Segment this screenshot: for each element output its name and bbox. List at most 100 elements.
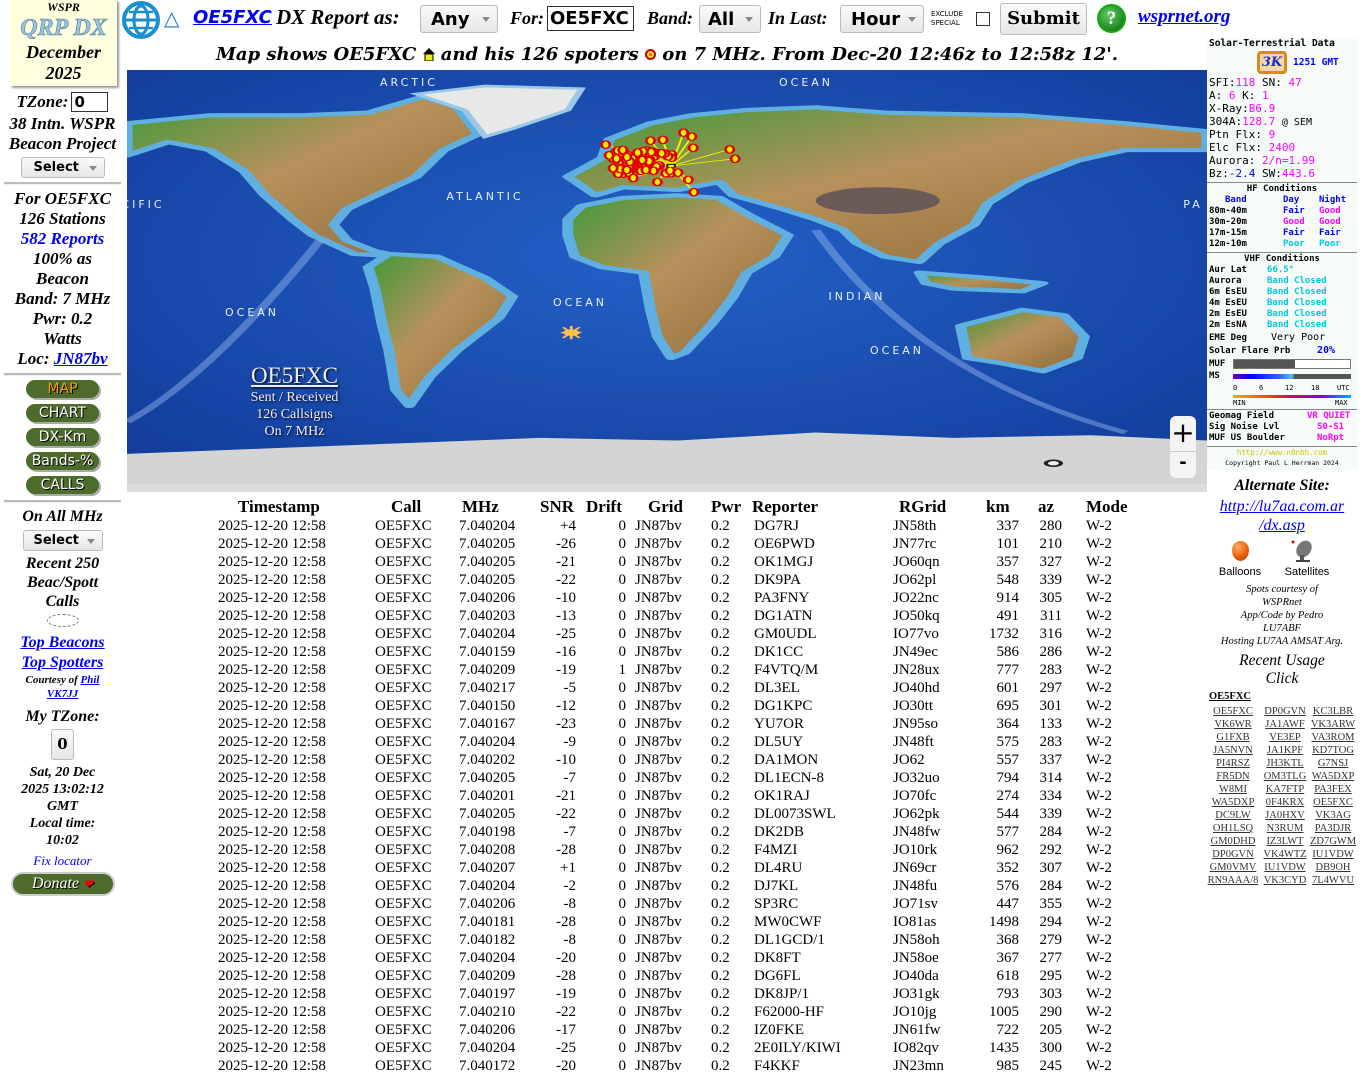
spotter-marker[interactable]	[632, 148, 644, 157]
usage-callsign-link[interactable]: VK3AG	[1315, 810, 1351, 821]
table-row[interactable]: 2025-12-20 12:58 OE5FXC 7.040205 -26 0 JN87bv…	[214, 535, 1124, 553]
usage-callsign-link[interactable]: 7L4WVU	[1312, 875, 1354, 886]
zoom-out-button[interactable]: -	[1179, 452, 1187, 473]
logo[interactable]: WSPR QRP DX December 2025	[10, 0, 117, 86]
exclude-special-checkbox[interactable]	[976, 12, 990, 26]
header-timestamp[interactable]: Timestamp	[238, 497, 320, 516]
balloon-icon[interactable]	[1232, 541, 1249, 561]
header-rgrid[interactable]: RGrid	[899, 497, 947, 516]
table-row[interactable]: 2025-12-20 12:58 OE5FXC 7.040209 -28 0 JN87bv…	[214, 967, 1124, 985]
table-row[interactable]: 2025-12-20 12:58 OE5FXC 7.040206 -8 0 JN87bv 0…	[214, 895, 1124, 913]
map-button[interactable]: MAP	[26, 380, 99, 398]
usage-callsign-link[interactable]: JH3KTL	[1266, 758, 1304, 769]
spotter-marker[interactable]	[678, 128, 690, 137]
speech-bubble-icon[interactable]	[46, 614, 79, 627]
usage-callsign-link[interactable]: PI4RSZ	[1216, 758, 1250, 769]
spotter-marker[interactable]	[687, 143, 699, 153]
header-reporter[interactable]: Reporter	[752, 497, 819, 516]
header-km[interactable]: km	[986, 497, 1010, 516]
calls-button[interactable]: CALLS	[26, 476, 99, 494]
spotter-marker[interactable]	[603, 151, 615, 160]
triangle-icon[interactable]: △	[164, 6, 180, 30]
donate-button[interactable]: Donate ❤	[10, 872, 115, 896]
usage-callsign-link[interactable]: RN9AAA/8	[1207, 875, 1259, 886]
usage-callsign-link[interactable]: W8MI	[1219, 784, 1247, 795]
table-row[interactable]: 2025-12-20 12:58 OE5FXC 7.040205 -22 0 JN87bv…	[214, 805, 1124, 823]
map-canvas[interactable]	[127, 70, 1207, 484]
spotter-marker[interactable]	[688, 187, 700, 197]
table-row[interactable]: 2025-12-20 12:58 OE5FXC 7.040207 +1 0 JN87bv 0…	[214, 859, 1124, 877]
spotter-marker[interactable]	[607, 163, 619, 173]
table-row[interactable]: 2025-12-20 12:58 OE5FXC 7.040181 -28 0 JN87bv…	[214, 913, 1124, 931]
spotter-marker[interactable]	[627, 173, 639, 183]
usage-callsign-link[interactable]: VA3ROM	[1311, 732, 1355, 743]
usage-callsign-link[interactable]: GM0DHD	[1210, 836, 1256, 847]
table-row[interactable]: 2025-12-20 12:58 OE5FXC 7.040205 -22 0 JN87bv…	[214, 571, 1124, 589]
table-row[interactable]: 2025-12-20 12:58 OE5FXC 7.040182 -8 0 JN87bv 0…	[214, 931, 1124, 949]
satellite-dish-icon[interactable]	[1290, 539, 1314, 563]
spotter-marker[interactable]	[644, 136, 656, 145]
in-last-select[interactable]: Hour	[840, 5, 924, 33]
table-row[interactable]: 2025-12-20 12:58 OE5FXC 7.040206 -10 0 JN87bv…	[214, 589, 1124, 607]
spotter-marker[interactable]	[651, 177, 663, 187]
header-az[interactable]: az	[1038, 497, 1055, 516]
globe-icon[interactable]	[120, 0, 162, 42]
usage-callsign-link[interactable]: PA3DJR	[1314, 823, 1352, 834]
usage-callsign-link[interactable]: VE3EP	[1269, 732, 1301, 743]
usage-callsign-link[interactable]: WA5DXP	[1211, 797, 1255, 808]
table-row[interactable]: 2025-12-20 12:58 OE5FXC 7.040167 -23 0 JN87bv…	[214, 715, 1124, 733]
usage-callsign-link[interactable]: IU1VDW	[1264, 862, 1306, 873]
spotter-marker[interactable]	[617, 145, 629, 155]
chart-button[interactable]: CHART	[26, 404, 99, 422]
locator-link[interactable]: JN87bv	[53, 349, 108, 368]
usage-callsign-link[interactable]: OM3TLG	[1263, 771, 1307, 782]
usage-callsign-link[interactable]: VK4WTZ	[1263, 849, 1307, 860]
table-row[interactable]: 2025-12-20 12:58 OE5FXC 7.040209 -19 1 JN87bv…	[214, 661, 1124, 679]
usage-callsign-link[interactable]: ZD7GWM	[1309, 836, 1357, 847]
usage-callsign-link[interactable]: G1FXB	[1216, 732, 1250, 743]
balloons-link[interactable]: Balloons	[1218, 566, 1262, 578]
usage-callsign-link[interactable]: JA5NVN	[1213, 745, 1253, 756]
zoom-in-button[interactable]: +	[1170, 416, 1196, 452]
spotter-marker[interactable]	[657, 135, 669, 145]
header-call[interactable]: Call	[391, 497, 422, 516]
help-icon[interactable]: ?	[1097, 4, 1126, 33]
header-drift[interactable]: Drift	[586, 497, 622, 516]
usage-callsign-link[interactable]: VK3ARW	[1310, 719, 1356, 730]
my-tzone-button[interactable]: 0	[51, 729, 74, 760]
usage-callsign-link[interactable]: JA1AWF	[1265, 719, 1305, 730]
report-as-select[interactable]: Any	[420, 5, 498, 33]
table-row[interactable]: 2025-12-20 12:58 OE5FXC 7.040150 -12 0 JN87bv…	[214, 697, 1124, 715]
table-row[interactable]: 2025-12-20 12:58 OE5FXC 7.040206 -17 0 JN87bv…	[214, 1021, 1124, 1039]
for-input[interactable]: OE5FXC	[547, 6, 634, 31]
band-select[interactable]: All	[699, 5, 761, 33]
usage-callsign-link[interactable]: JA0HXV	[1265, 810, 1305, 821]
callsign-link[interactable]: OE5FXC	[193, 7, 272, 28]
table-row[interactable]: 2025-12-20 12:58 OE5FXC 7.040204 -9 0 JN87bv 0…	[214, 733, 1124, 751]
wsprnet-link[interactable]: wsprnet.org	[1138, 6, 1231, 27]
table-row[interactable]: 2025-12-20 12:58 OE5FXC 7.040205 -21 0 JN87bv…	[214, 553, 1124, 571]
table-row[interactable]: 2025-12-20 12:58 OE5FXC 7.040210 -22 0 JN87bv…	[214, 1003, 1124, 1021]
spotter-marker[interactable]	[729, 154, 741, 164]
usage-callsign-link[interactable]: KD7TOG	[1312, 745, 1354, 756]
usage-callsign-link[interactable]: 0F4KRX	[1265, 797, 1305, 808]
header-grid[interactable]: Grid	[648, 497, 683, 516]
bands-pct-button[interactable]: Bands-%	[26, 452, 99, 470]
table-row[interactable]: 2025-12-20 12:58 OE5FXC 7.040204 +4 0 JN87bv 0…	[214, 517, 1124, 535]
usage-callsign-link[interactable]: KC3LBR	[1312, 706, 1354, 717]
usage-callsign-link[interactable]: IU1VDW	[1312, 849, 1354, 860]
usage-callsign-link[interactable]: DB9OH	[1315, 862, 1351, 873]
usage-callsign-link[interactable]: PA3FEX	[1314, 784, 1352, 795]
fix-locator-link[interactable]: Fix locator	[33, 853, 92, 868]
reports-link[interactable]: 582 Reports	[20, 229, 105, 248]
top-spotters-link[interactable]: Top Spotters	[21, 654, 104, 671]
spotter-marker[interactable]	[682, 175, 694, 185]
table-row[interactable]: 2025-12-20 12:58 OE5FXC 7.040198 -7 0 JN87bv 0…	[214, 823, 1124, 841]
table-row[interactable]: 2025-12-20 12:58 OE5FXC 7.040172 -20 0 JN87bv…	[214, 1057, 1124, 1075]
table-row[interactable]: 2025-12-20 12:58 OE5FXC 7.040159 -16 0 JN87bv…	[214, 643, 1124, 661]
usage-callsign-link[interactable]: FR5DN	[1216, 771, 1250, 782]
project-select[interactable]: Select	[20, 157, 105, 178]
spotter-marker[interactable]	[645, 147, 657, 157]
all-mhz-select[interactable]: Select	[22, 530, 103, 551]
home-station-marker[interactable]	[666, 163, 676, 168]
